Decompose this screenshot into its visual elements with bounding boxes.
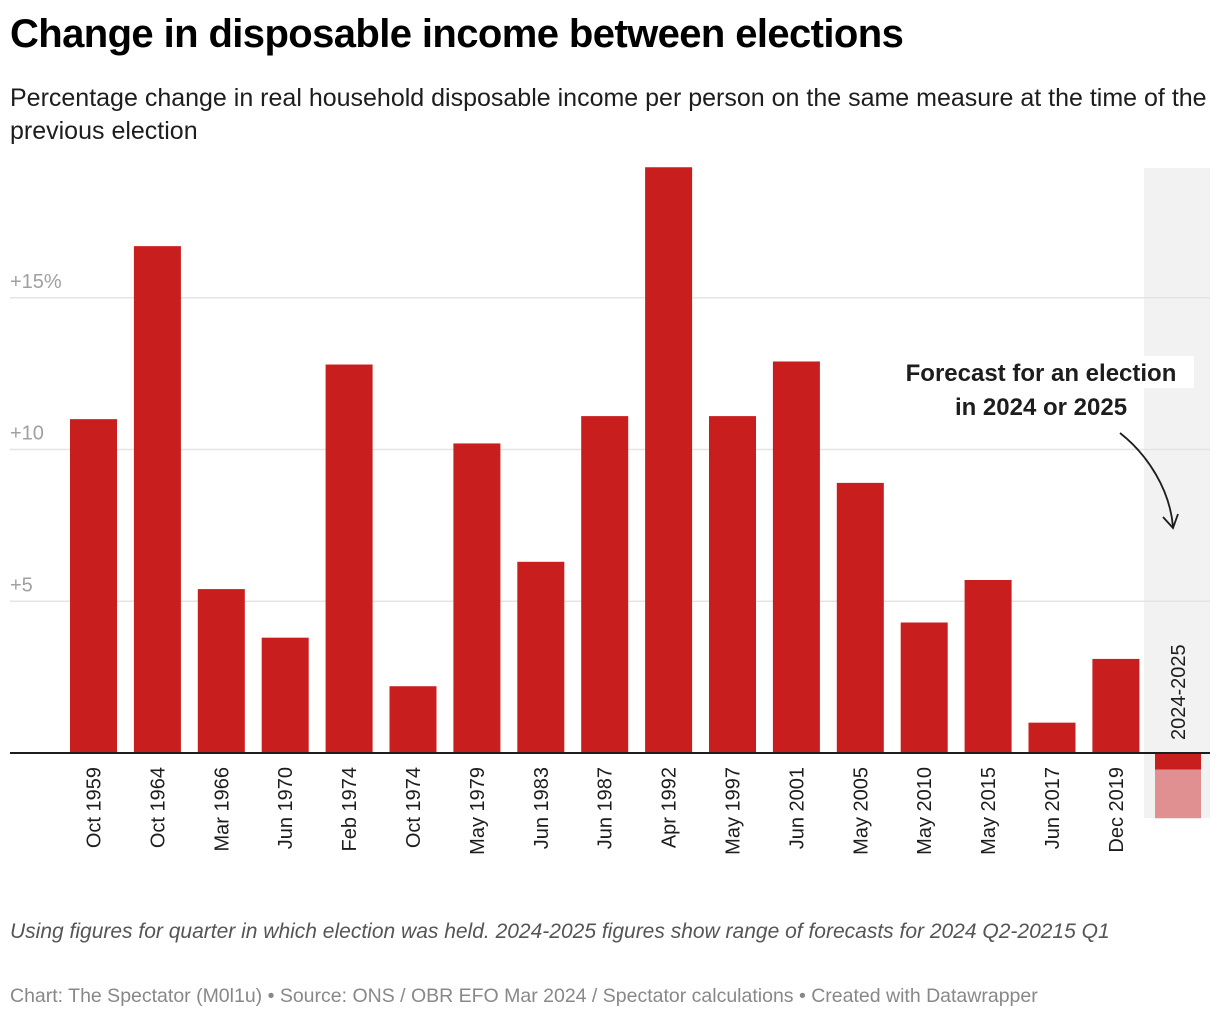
x-tick-label: Jun 1983	[531, 767, 553, 849]
bar	[1092, 658, 1140, 753]
x-tick-label: May 2005	[850, 767, 872, 855]
y-tick-label: +15%	[10, 271, 62, 293]
bar	[964, 580, 1012, 753]
annotation-halo	[888, 356, 1194, 388]
x-tick-label: Oct 1974	[403, 767, 425, 848]
forecast-bar-high	[1155, 753, 1201, 770]
bar	[645, 167, 693, 753]
bar	[197, 589, 245, 753]
bar	[900, 622, 948, 753]
x-tick-label: Dec 2019	[1106, 767, 1128, 853]
chart-subtitle: Percentage change in real household disp…	[10, 84, 1207, 145]
x-tick-label: Jun 1987	[595, 767, 617, 849]
annotation-halo	[938, 390, 1144, 422]
bar	[709, 416, 756, 753]
annotation-arrow-icon	[1119, 432, 1174, 528]
x-tick-label: Jun 2017	[1042, 767, 1064, 849]
x-tick-label: Oct 1959	[84, 767, 106, 848]
annotation-line-2: in 2024 or 2025	[955, 394, 1127, 421]
bar	[389, 686, 437, 753]
forecast-bar-range	[1155, 769, 1201, 819]
bar	[1028, 722, 1076, 753]
bar	[261, 637, 309, 753]
bar	[517, 561, 565, 753]
bar	[836, 482, 884, 753]
x-tick-label: Mar 1966	[211, 767, 233, 852]
x-tick-label: May 1979	[467, 767, 489, 855]
x-tick-label: May 2010	[914, 767, 936, 855]
chart-byline: Chart: The Spectator (M0l1u) • Source: O…	[10, 985, 1038, 1007]
y-tick-label: +5	[10, 574, 33, 596]
x-tick-label: May 2015	[978, 767, 1000, 855]
y-tick-label: +10	[10, 423, 44, 445]
x-tick-label: Apr 1992	[659, 767, 681, 848]
annotation-line-1: Forecast for an election	[906, 360, 1177, 387]
bar	[70, 419, 117, 753]
chart-notes: Using figures for quarter in which elect…	[10, 920, 1110, 943]
chart-title: Change in disposable income between elec…	[10, 12, 904, 56]
x-tick-label: Jun 2001	[786, 767, 808, 849]
forecast-highlight-band	[1144, 168, 1210, 818]
x-tick-label: Oct 1964	[147, 767, 169, 848]
bar	[581, 416, 629, 753]
bar	[133, 246, 181, 753]
annotation-arrowhead-icon	[1162, 513, 1179, 530]
forecast-label: 2024-2025	[1168, 644, 1190, 740]
bar	[325, 364, 373, 753]
x-tick-label: Feb 1974	[339, 767, 361, 852]
x-tick-label: Jun 1970	[275, 767, 297, 849]
x-tick-label: May 1997	[723, 767, 745, 855]
bar	[772, 361, 820, 753]
bar-chart: +5 +10 +15% Oct 1959 Oct 1964 Mar 1966 Jun 19…	[10, 167, 1210, 855]
bar	[453, 443, 501, 753]
